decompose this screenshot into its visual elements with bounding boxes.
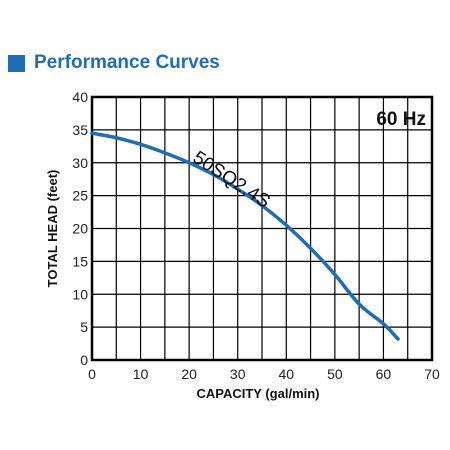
x-tick-label: 20 [181,366,197,382]
y-tick-label: 40 [72,89,88,105]
y-axis-title: TOTAL HEAD (feet) [45,170,60,288]
y-tick-label: 15 [72,253,88,269]
y-tick-label: 35 [72,122,88,138]
x-tick-label: 0 [88,366,96,382]
series-label: 50SQ2.4S [189,147,274,212]
section-heading: Performance Curves [8,52,220,74]
y-tick-label: 10 [72,286,88,302]
heading-marker-icon [8,54,25,72]
frequency-annotation: 60 Hz [376,109,426,130]
x-tick-labels: 0 10 20 30 40 50 60 70 [88,366,440,382]
x-tick-label: 10 [133,366,149,382]
y-tick-label: 20 [72,221,88,237]
x-tick-label: 50 [327,366,343,382]
x-axis-title: CAPACITY (gal/min) [196,386,319,401]
y-tick-label: 5 [80,319,88,335]
chart-frame [90,95,434,362]
x-tick-label: 60 [376,366,392,382]
chart-grid [92,97,432,360]
x-tick-label: 70 [424,366,440,382]
series-curve [90,131,400,341]
x-tick-label: 40 [278,366,294,382]
section-title: Performance Curves [34,52,220,73]
y-tick-labels: 0 5 10 15 20 25 30 35 40 [72,89,88,368]
y-tick-label: 25 [72,188,88,204]
x-tick-label: 30 [230,366,246,382]
y-tick-label: 0 [80,352,88,368]
y-tick-label: 30 [72,155,88,171]
